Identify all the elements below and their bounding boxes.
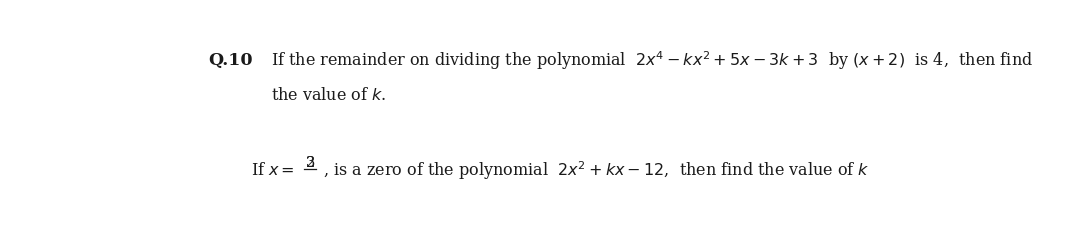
Text: If the remainder on dividing the polynomial  $2x^4 - kx^2 + 5x - 3k + 3$  by $(x: If the remainder on dividing the polynom… [271,49,1032,71]
Text: , is a zero of the polynomial  $2x^2 + kx - 12$,  then find the value of $k$: , is a zero of the polynomial $2x^2 + kx… [323,158,869,181]
Text: 3: 3 [306,155,315,169]
Text: Q.10: Q.10 [208,52,253,68]
Text: the value of $k$.: the value of $k$. [271,87,386,104]
Text: 2: 2 [306,155,314,169]
Text: If $x =$: If $x =$ [252,161,295,178]
